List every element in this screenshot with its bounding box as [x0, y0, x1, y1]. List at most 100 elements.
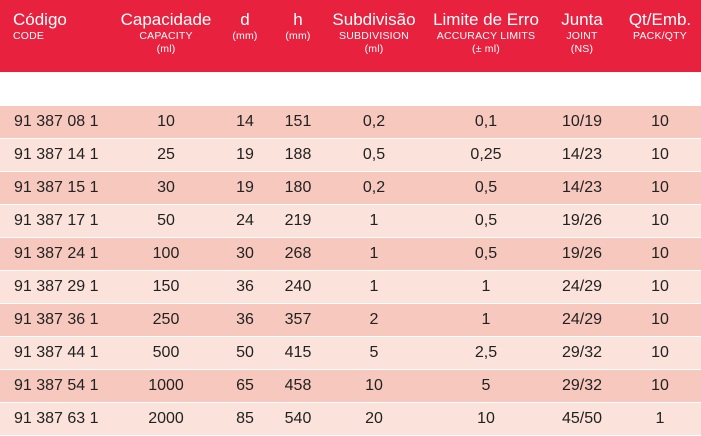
cell-subdivision: 1: [369, 212, 379, 229]
table-row: 91 387 24 1 100 30 268 1 0,5 19/26 10: [0, 238, 701, 271]
table-row: 91 387 15 1 30 19 180 0,2 0,5 14/23 10: [0, 172, 701, 205]
header-code: Código CODE: [13, 10, 67, 43]
header-d: d (mm): [224, 10, 266, 43]
table-header: Código CODE Capacidade CAPACITY (ml) d (…: [0, 0, 701, 72]
header-subdivision-title: Subdivisão: [332, 10, 416, 29]
header-pack: Qt/Emb. PACK/QTY: [621, 10, 699, 43]
cell-h: 458: [284, 377, 312, 394]
cell-d: 50: [236, 344, 254, 361]
table-row: 91 387 08 1 10 14 151 0,2 0,1 10/19 10: [0, 106, 701, 139]
cell-h: 415: [284, 344, 312, 361]
cell-joint: 14/23: [561, 146, 603, 163]
cell-pack: 1: [655, 410, 665, 427]
cell-h: 180: [284, 179, 312, 196]
header-code-subtitle: CODE: [13, 30, 45, 42]
cell-pack: 10: [651, 146, 669, 163]
cell-subdivision: 0,5: [362, 146, 386, 163]
cell-accuracy: 10: [477, 410, 495, 427]
cell-joint: 24/29: [561, 311, 603, 328]
header-joint: Junta JOINT (NS): [553, 10, 611, 56]
cell-capacity: 250: [152, 311, 180, 328]
cell-code: 91 387 36 1: [14, 311, 99, 328]
cell-code: 91 387 44 1: [14, 344, 99, 361]
cell-pack: 10: [651, 344, 669, 361]
header-joint-unit: (NS): [570, 43, 594, 55]
cell-code: 91 387 15 1: [14, 179, 99, 196]
cell-h: 151: [284, 113, 312, 130]
cell-subdivision: 0,2: [362, 179, 386, 196]
cell-accuracy: 2,5: [474, 344, 498, 361]
cell-accuracy: 0,5: [474, 245, 498, 262]
cell-code: 91 387 24 1: [14, 245, 99, 262]
cell-accuracy: 0,5: [474, 179, 498, 196]
cell-accuracy: 0,25: [470, 146, 502, 163]
cell-joint: 45/50: [561, 410, 603, 427]
table-row: 91 387 36 1 250 36 357 2 1 24/29 10: [0, 304, 701, 337]
cell-pack: 10: [651, 245, 669, 262]
header-d-unit: (mm): [232, 30, 258, 42]
cell-accuracy: 1: [481, 278, 491, 295]
table-row: 91 387 29 1 150 36 240 1 1 24/29 10: [0, 271, 701, 304]
cell-h: 357: [284, 311, 312, 328]
cell-d: 24: [236, 212, 254, 229]
cell-pack: 10: [651, 278, 669, 295]
cell-subdivision: 2: [369, 311, 379, 328]
cell-h: 540: [284, 410, 312, 427]
header-subdivision: Subdivisão SUBDIVISION (ml): [325, 10, 423, 56]
table-row: 91 387 63 1 2000 85 540 20 10 45/50 1: [0, 403, 701, 436]
cell-joint: 24/29: [561, 278, 603, 295]
header-joint-subtitle: JOINT: [566, 30, 598, 42]
cell-accuracy: 0,1: [474, 113, 498, 130]
cell-capacity: 50: [157, 212, 175, 229]
table-body: 91 387 08 1 10 14 151 0,2 0,1 10/19 10 9…: [0, 106, 701, 436]
cell-subdivision: 10: [365, 377, 383, 394]
header-d-title: d: [240, 10, 250, 29]
cell-subdivision: 20: [365, 410, 383, 427]
cell-code: 91 387 29 1: [14, 278, 99, 295]
cell-code: 91 387 63 1: [14, 410, 99, 427]
cell-d: 14: [236, 113, 254, 130]
cell-subdivision: 5: [369, 344, 379, 361]
cell-subdivision: 0,2: [362, 113, 386, 130]
cell-code: 91 387 54 1: [14, 377, 99, 394]
header-capacity-subtitle: CAPACITY: [139, 30, 193, 42]
cell-joint: 19/26: [561, 245, 603, 262]
cell-joint: 29/32: [561, 344, 603, 361]
cell-code: 91 387 14 1: [14, 146, 99, 163]
header-h: h (mm): [276, 10, 320, 43]
cell-d: 36: [236, 278, 254, 295]
cell-joint: 14/23: [561, 179, 603, 196]
table-row: 91 387 44 1 500 50 415 5 2,5 29/32 10: [0, 337, 701, 370]
cell-subdivision: 1: [369, 245, 379, 262]
header-accuracy: Limite de Erro ACCURACY LIMITS (± ml): [425, 10, 547, 56]
cell-h: 188: [284, 146, 312, 163]
cell-joint: 29/32: [561, 377, 603, 394]
header-capacity-title: Capacidade: [120, 10, 212, 29]
table-row: 91 387 14 1 25 19 188 0,5 0,25 14/23 10: [0, 139, 701, 172]
cell-capacity: 1000: [148, 377, 184, 394]
cell-subdivision: 1: [369, 278, 379, 295]
table-row: 91 387 54 1 1000 65 458 10 5 29/32 10: [0, 370, 701, 403]
header-accuracy-unit: (± ml): [472, 43, 500, 55]
cell-h: 268: [284, 245, 312, 262]
cell-d: 85: [236, 410, 254, 427]
cell-capacity: 10: [157, 113, 175, 130]
header-capacity: Capacidade CAPACITY (ml): [113, 10, 219, 56]
header-subdivision-subtitle: SUBDIVISION: [339, 30, 409, 42]
cell-pack: 10: [651, 212, 669, 229]
cell-capacity: 25: [157, 146, 175, 163]
cell-joint: 10/19: [561, 113, 603, 130]
header-accuracy-title: Limite de Erro: [433, 10, 539, 29]
header-pack-title: Qt/Emb.: [628, 10, 692, 29]
cell-pack: 10: [651, 179, 669, 196]
cell-d: 65: [236, 377, 254, 394]
header-h-title: h: [293, 10, 303, 29]
cell-capacity: 500: [152, 344, 180, 361]
cell-d: 30: [236, 245, 254, 262]
header-subdivision-unit: (ml): [364, 43, 384, 55]
header-joint-title: Junta: [561, 10, 603, 29]
header-capacity-unit: (ml): [156, 43, 176, 55]
cell-joint: 19/26: [561, 212, 603, 229]
cell-capacity: 100: [152, 245, 180, 262]
header-accuracy-subtitle: ACCURACY LIMITS: [436, 30, 536, 42]
